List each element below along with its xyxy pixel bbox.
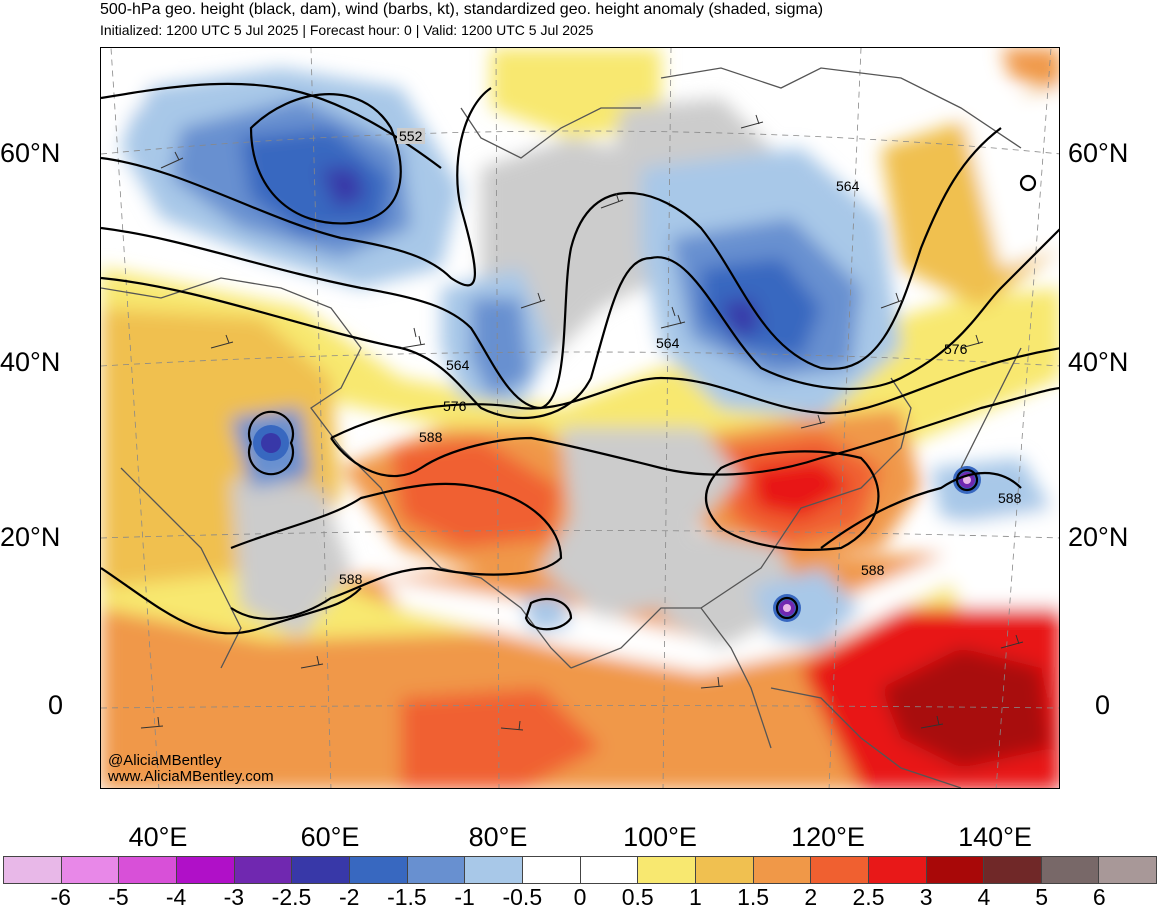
colorbar-tick-label: 2.5 (852, 884, 885, 910)
colorbar-swatch (984, 857, 1042, 883)
colorbar-tick-label: -1.5 (387, 884, 427, 910)
contour-label-552: 552 (399, 128, 423, 144)
lat-label-20n-right: 20°N (1068, 522, 1129, 552)
colorbar-tick-label: 1 (688, 884, 702, 910)
colorbar-swatch (349, 857, 408, 883)
colorbar-tick-label: 2 (804, 884, 818, 910)
lat-label-60n-right: 60°N (1068, 138, 1129, 168)
contour-label-588-c: 588 (861, 562, 885, 578)
colorbar-swatch (522, 857, 581, 883)
colorbar-tick-label: -0.5 (502, 884, 543, 910)
lon-label-140e: 140°E (958, 822, 1032, 852)
colorbar-tick-label: 0.5 (621, 884, 654, 910)
lat-label-40n-left: 40°N (0, 347, 61, 377)
colorbar-swatch (580, 857, 639, 883)
colorbar-tick-label: 0 (573, 884, 587, 910)
contour-label-588-b: 588 (339, 571, 363, 587)
contour-label-588-a: 588 (419, 429, 443, 445)
lat-label-40n-right: 40°N (1068, 347, 1129, 377)
colorbar-swatch (638, 857, 696, 883)
lat-label-60n-left: 60°N (0, 138, 61, 168)
colorbar-tick-label: 3 (919, 884, 933, 910)
colorbar-swatch (234, 857, 293, 883)
colorbar-swatch (176, 857, 235, 883)
colorbar-tick-label: 6 (1092, 884, 1106, 910)
lon-label-100e: 100°E (623, 822, 697, 852)
colorbar-swatch (119, 857, 177, 883)
lon-label-120e: 120°E (791, 822, 865, 852)
colorbar-tick-label: -5 (108, 884, 129, 910)
colorbar (3, 856, 1157, 884)
colorbar-tick-label: 5 (1035, 884, 1048, 910)
credit-website: www.AliciaMBentley.com (108, 768, 274, 785)
colorbar-tick-label: 1.5 (737, 884, 770, 910)
colorbar-tick-label: -4 (165, 884, 187, 910)
lat-label-20n-left: 20°N (0, 522, 61, 552)
colorbar-tick-label: -2.5 (271, 884, 312, 910)
colorbar-swatch (1041, 857, 1100, 883)
colorbar-tick-label: -3 (223, 884, 245, 910)
contour-label-564-b: 564 (656, 335, 680, 351)
colorbar-swatch (407, 857, 466, 883)
map-panel: 552 564 564 564 576 576 588 588 588 588 (100, 47, 1060, 789)
contour-label-564-c: 564 (836, 178, 860, 194)
colorbar-swatch (61, 857, 120, 883)
colorbar-swatch (811, 857, 869, 883)
lon-label-60e: 60°E (300, 822, 360, 852)
credit-handle: @AliciaMBentley (108, 752, 222, 769)
lat-label-eq-left: 0 (48, 690, 64, 720)
contour-label-576-b: 576 (944, 341, 968, 357)
colorbar-swatch (465, 857, 523, 883)
colorbar-swatch (695, 857, 754, 883)
colorbar-swatch (926, 857, 985, 883)
contour-label-564-a: 564 (446, 357, 470, 373)
lon-label-80e: 80°E (468, 822, 528, 852)
colorbar-tick-label: 4 (977, 884, 991, 910)
colorbar-tick-label: -6 (50, 884, 71, 910)
colorbar-swatch (1099, 857, 1157, 883)
contour-label-588-d: 588 (998, 490, 1022, 506)
chart-subtitle: Initialized: 1200 UTC 5 Jul 2025 | Forec… (100, 22, 594, 38)
lat-label-eq-right: 0 (1095, 690, 1111, 720)
colorbar-swatch (4, 857, 62, 883)
chart-title: 500-hPa geo. height (black, dam), wind (… (100, 1, 824, 18)
colorbar-swatch (292, 857, 350, 883)
contour-label-576-a: 576 (443, 398, 467, 414)
colorbar-tick-label: -2 (338, 884, 360, 910)
colorbar-tick-label: -1 (454, 884, 475, 910)
colorbar-swatch (753, 857, 812, 883)
anomaly-map: 552 564 564 564 576 576 588 588 588 588 (101, 48, 1059, 788)
lon-label-40e: 40°E (128, 822, 188, 852)
colorbar-swatch (868, 857, 927, 883)
